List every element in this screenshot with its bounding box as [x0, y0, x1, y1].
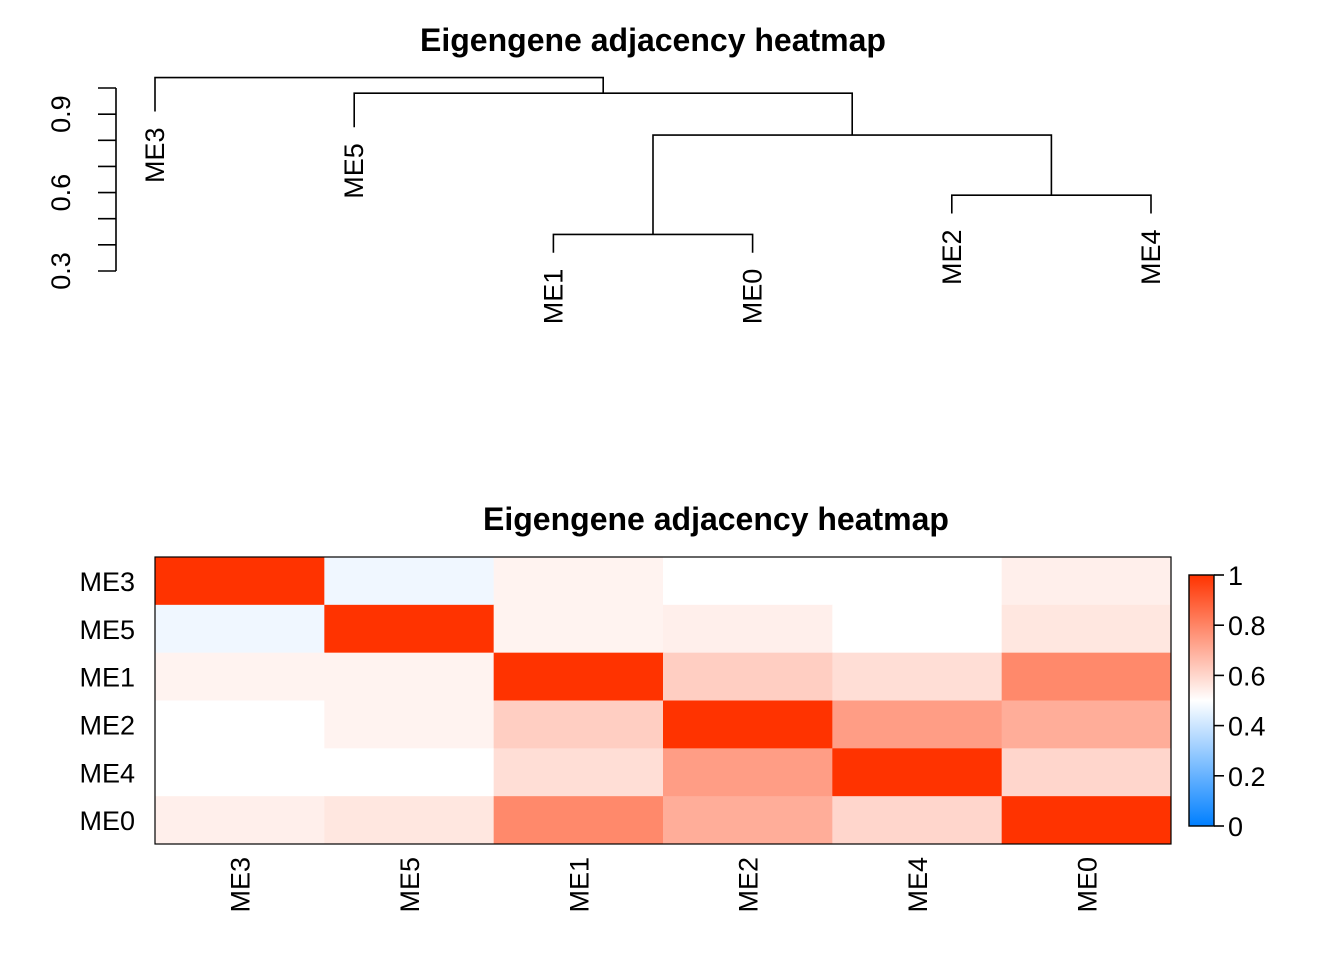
column-label-me5: ME5 — [395, 857, 425, 913]
heatmap-cell-me2-me1 — [493, 700, 664, 749]
dendrogram-branch — [951, 194, 1152, 214]
heatmap-cell-me4-me2 — [663, 748, 833, 797]
heatmap-column-labels: ME3 ME5 ME1 ME2 ME4 ME0 — [226, 857, 1103, 913]
heatmap-cell-me2-me2 — [663, 700, 833, 749]
heatmap-cell-me0-me2 — [663, 796, 833, 845]
leaf-label-me1: ME1 — [538, 269, 568, 325]
colorbar-tick-label: 0.6 — [1228, 661, 1266, 691]
dendrogram-branch — [652, 134, 1053, 235]
heatmap-cell-me5-me5 — [324, 604, 495, 654]
heatmap-cell-me0-me1 — [493, 796, 664, 845]
leaf-label-me0: ME0 — [738, 269, 768, 325]
heatmap-cell-me3-me3 — [155, 557, 325, 606]
heatmap-cell-me4-me1 — [493, 748, 664, 797]
heatmap-cell-me2-me4 — [832, 700, 1003, 749]
dendrogram-branch — [154, 76, 604, 112]
dendrogram-branch — [552, 233, 754, 253]
row-label-me0: ME0 — [79, 806, 135, 836]
colorbar-tick-label: 0 — [1228, 812, 1243, 842]
heatmap-cell-me0-me3 — [155, 796, 325, 845]
row-label-me3: ME3 — [79, 567, 135, 597]
colorbar-tick-label: 0.2 — [1228, 762, 1266, 792]
leaf-label-me3: ME3 — [140, 128, 170, 184]
heatmap-title: Eigengene adjacency heatmap — [483, 501, 949, 537]
leaf-label-me5: ME5 — [339, 143, 369, 199]
column-label-me0: ME0 — [1072, 857, 1102, 913]
heatmap-cell-me3-me5 — [324, 557, 495, 606]
colorbar-tick-label: 0.4 — [1228, 712, 1266, 742]
y-tick-label: 0.6 — [46, 174, 76, 212]
heatmap-cell-me2-me5 — [324, 700, 495, 749]
heatmap-cell-me2-me0 — [1001, 700, 1172, 749]
heatmap-cell-me0-me5 — [324, 796, 495, 845]
heatmap-cell-me3-me4 — [832, 557, 1003, 606]
heatmap-frame — [154, 556, 1172, 845]
heatmap-cell-me1-me2 — [663, 652, 833, 701]
row-label-me2: ME2 — [79, 710, 135, 740]
dendrogram-title: Eigengene adjacency heatmap — [420, 22, 886, 58]
heatmap-cell-me5-me0 — [1001, 604, 1172, 654]
heatmap-cell-me3-me0 — [1001, 557, 1172, 606]
row-label-me4: ME4 — [79, 758, 135, 788]
row-label-me1: ME1 — [79, 663, 135, 693]
colorbar-tick-label: 0.8 — [1228, 611, 1266, 641]
colorbar-tick-label: 1 — [1228, 561, 1243, 591]
column-label-me4: ME4 — [903, 857, 933, 913]
heatmap-cell-me3-me2 — [663, 557, 833, 606]
heatmap-cell-me5-me1 — [493, 604, 664, 654]
heatmap-cell-me5-me4 — [832, 604, 1003, 654]
y-tick-label: 0.9 — [46, 95, 76, 133]
heatmap-cell-me3-me1 — [493, 557, 664, 606]
leaf-label-me2: ME2 — [937, 229, 967, 285]
heatmap-cell-me1-me3 — [155, 652, 325, 701]
heatmap-panel: Eigengene adjacency heatmap ME3 ME5 ME1 ME2… — [79, 501, 1265, 913]
dendrogram-y-axis: 0.3 0.6 0.9 — [46, 87, 117, 290]
dendrogram-leaf-labels: ME3 ME5 ME1 ME0 ME2 ME4 — [140, 128, 1166, 325]
y-tick-label: 0.3 — [46, 252, 76, 290]
heatmap-cell-me0-me4 — [832, 796, 1003, 845]
heatmap-cell-me1-me1 — [493, 652, 664, 701]
colorbar-gradient — [1188, 574, 1215, 827]
heatmap-cell-me5-me3 — [155, 604, 325, 654]
heatmap-cells — [155, 557, 1172, 845]
heatmap-cell-me4-me5 — [324, 748, 495, 797]
column-label-me2: ME2 — [734, 857, 764, 913]
heatmap-cell-me1-me4 — [832, 652, 1003, 701]
heatmap-cell-me4-me4 — [832, 748, 1003, 797]
dendrogram-panel: Eigengene adjacency heatmap 0.3 0.6 0.9 ME… — [46, 22, 1166, 324]
leaf-label-me4: ME4 — [1136, 229, 1166, 285]
column-label-me3: ME3 — [226, 857, 256, 913]
heatmap-colorbar: 1 0.8 0.6 0.4 0.2 0 — [1188, 561, 1266, 842]
dendrogram-branches — [154, 76, 1152, 253]
heatmap-cell-me0-me0 — [1001, 796, 1172, 845]
heatmap-cell-me1-me5 — [324, 652, 495, 701]
heatmap-cell-me1-me0 — [1001, 652, 1172, 701]
heatmap-cell-me2-me3 — [155, 700, 325, 749]
heatmap-row-labels: ME3 ME5 ME1 ME2 ME4 ME0 — [79, 567, 135, 836]
dendrogram-branch — [353, 92, 853, 136]
heatmap-cell-me5-me2 — [663, 604, 833, 654]
heatmap-cell-me4-me0 — [1001, 748, 1172, 797]
row-label-me5: ME5 — [79, 615, 135, 645]
column-label-me1: ME1 — [564, 857, 594, 913]
heatmap-cell-me4-me3 — [155, 748, 325, 797]
